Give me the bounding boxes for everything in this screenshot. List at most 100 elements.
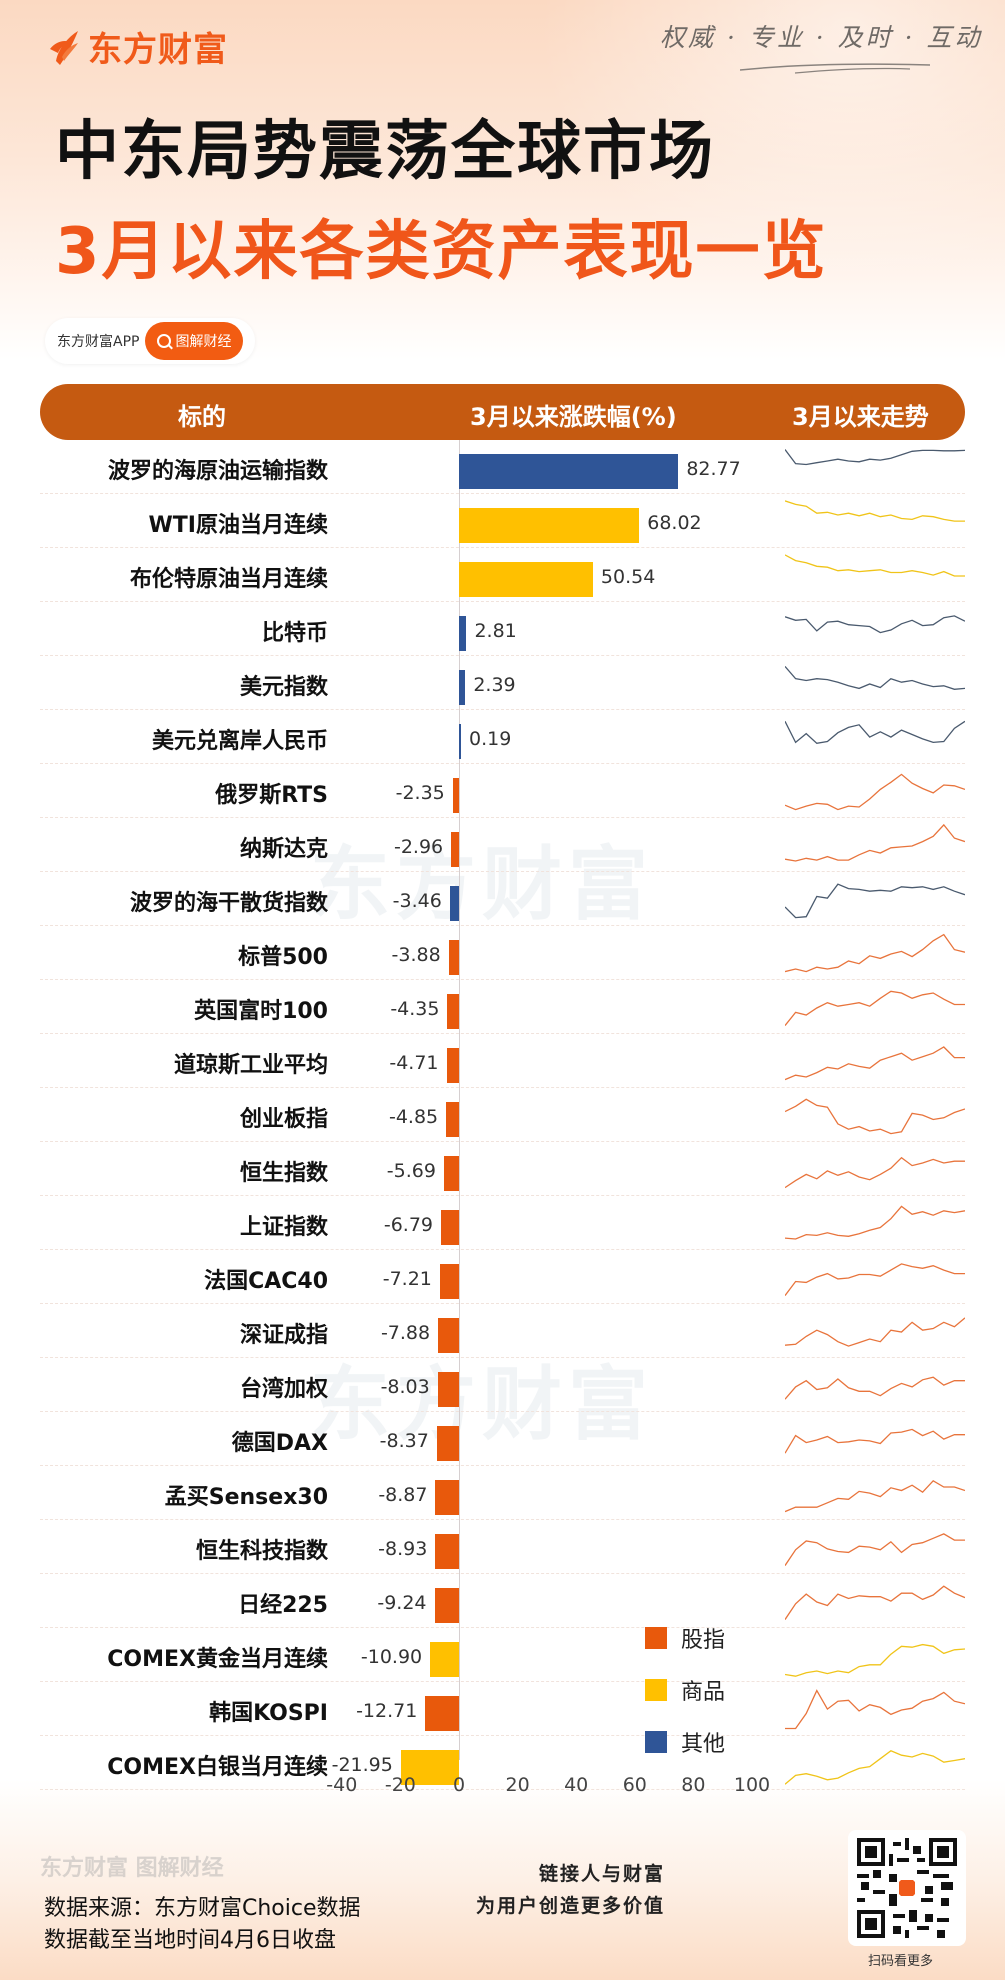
col-header-trend: 3月以来走势 bbox=[792, 403, 929, 431]
value-bar bbox=[449, 886, 459, 921]
source-line-2: 数据截至当地时间4月6日收盘 bbox=[44, 1928, 336, 1953]
col-header-name: 标的 bbox=[178, 403, 226, 431]
asset-name: 上证指数 bbox=[239, 1215, 328, 1240]
app-source-pill[interactable]: 东方财富APP 图解财经 bbox=[45, 318, 255, 364]
brush-stroke-decoration bbox=[740, 63, 930, 74]
trend-sparkline bbox=[785, 1376, 965, 1400]
value-label: -8.03 bbox=[380, 1376, 430, 1398]
value-label: -3.46 bbox=[392, 890, 442, 912]
table-row: COMEX黄金当月连续 -10.90 bbox=[40, 1628, 965, 1682]
qr-code-icon bbox=[857, 1838, 957, 1938]
asset-name: 英国富时100 bbox=[194, 999, 328, 1024]
value-bar bbox=[400, 1750, 459, 1785]
x-axis-tick: 60 bbox=[622, 1774, 647, 1796]
value-label: -4.85 bbox=[388, 1106, 439, 1128]
value-label: -6.79 bbox=[383, 1214, 434, 1236]
value-bar bbox=[443, 1156, 459, 1191]
brand-name: 东方财富 bbox=[88, 30, 228, 70]
table-row: 英国富时100 -4.35 bbox=[40, 980, 965, 1034]
table-row: 美元指数 2.39 bbox=[40, 656, 965, 710]
zero-axis-line bbox=[459, 440, 460, 1760]
trend-sparkline bbox=[785, 615, 965, 634]
legend-item-commodity: 商品 bbox=[645, 1664, 725, 1716]
x-axis-tick: -40 bbox=[326, 1774, 358, 1796]
value-label: 2.81 bbox=[474, 620, 517, 642]
table-row: COMEX白银当月连续 -21.95 bbox=[40, 1736, 965, 1790]
asset-name: 创业板指 bbox=[239, 1107, 328, 1132]
table-row: 创业板指 -4.85 bbox=[40, 1088, 965, 1142]
trend-sparkline bbox=[785, 1533, 965, 1566]
value-label: -9.24 bbox=[377, 1592, 427, 1614]
value-bar bbox=[436, 1426, 459, 1461]
asset-name: 波罗的海原油运输指数 bbox=[107, 459, 328, 484]
x-axis-tick: 100 bbox=[733, 1774, 771, 1796]
qr-caption: 扫码看更多 bbox=[868, 1954, 934, 1969]
trend-sparkline bbox=[785, 1643, 965, 1677]
page-subtitle: 3月以来各类资产表现一览 bbox=[55, 215, 828, 289]
x-axis-tick: 20 bbox=[505, 1774, 530, 1796]
legend-label: 其他 bbox=[681, 1732, 726, 1757]
asset-name: COMEX白银当月连续 bbox=[107, 1755, 328, 1780]
value-bar bbox=[435, 1480, 459, 1515]
col-header-change: 3月以来涨跌幅(%) bbox=[470, 403, 677, 431]
value-bar bbox=[451, 832, 459, 867]
asset-name: 孟买Sensex30 bbox=[164, 1485, 328, 1510]
asset-name: 台湾加权 bbox=[239, 1377, 328, 1402]
table-row: 日经225 -9.24 bbox=[40, 1574, 965, 1628]
legend-item-stock-index: 股指 bbox=[645, 1612, 725, 1664]
asset-name: 纳斯达克 bbox=[239, 837, 328, 862]
x-axis-tick: 80 bbox=[681, 1774, 706, 1796]
trend-sparkline bbox=[785, 1750, 965, 1785]
value-label: 68.02 bbox=[647, 512, 702, 534]
brand-slogan: 权威 · 专业 · 及时 · 互动 bbox=[660, 23, 983, 52]
value-bar bbox=[430, 1642, 459, 1677]
app-name: 东方财富APP bbox=[57, 334, 140, 350]
trend-sparkline bbox=[785, 1689, 965, 1730]
table-row: 深证成指 -7.88 bbox=[40, 1304, 965, 1358]
footer-slogan: 链接人与财富 为用户创造更多价值 bbox=[476, 1858, 665, 1922]
search-tag-button[interactable]: 图解财经 bbox=[145, 322, 244, 360]
x-axis-tick: 0 bbox=[452, 1774, 466, 1796]
chart-legend: 股指 商品 其他 bbox=[645, 1612, 725, 1768]
value-label: 2.39 bbox=[473, 674, 516, 696]
legend-label: 商品 bbox=[681, 1680, 726, 1705]
slogan-line-2: 为用户创造更多价值 bbox=[475, 1895, 665, 1917]
asset-name: 恒生指数 bbox=[239, 1161, 328, 1186]
value-bar bbox=[435, 1534, 459, 1569]
value-bar bbox=[459, 454, 679, 489]
value-bar bbox=[434, 1588, 459, 1623]
value-bar bbox=[447, 994, 459, 1029]
value-label: -4.71 bbox=[389, 1052, 439, 1074]
value-label: 50.54 bbox=[600, 566, 656, 588]
asset-name: 布伦特原油当月连续 bbox=[129, 567, 328, 592]
trend-sparkline bbox=[785, 1263, 965, 1296]
qr-code[interactable] bbox=[848, 1830, 966, 1946]
trend-sparkline bbox=[785, 449, 965, 466]
table-row: WTI原油当月连续 68.02 bbox=[40, 494, 965, 548]
asset-name: 日经225 bbox=[238, 1593, 328, 1618]
trend-sparkline bbox=[785, 1205, 965, 1240]
asset-name: 俄罗斯RTS bbox=[215, 783, 328, 808]
value-bar bbox=[439, 1264, 459, 1299]
legend-swatch-orange bbox=[645, 1627, 667, 1649]
table-row: 台湾加权 -8.03 bbox=[40, 1358, 965, 1412]
trend-sparkline bbox=[785, 823, 965, 862]
value-label: -3.88 bbox=[391, 944, 441, 966]
asset-name: 美元指数 bbox=[239, 675, 328, 700]
table-row: 德国DAX -8.37 bbox=[40, 1412, 965, 1466]
table-row: 法国CAC40 -7.21 bbox=[40, 1250, 965, 1304]
value-label: -8.93 bbox=[378, 1538, 428, 1560]
table-header-bar: 标的 3月以来涨跌幅(%) 3月以来走势 bbox=[40, 384, 965, 440]
table-row: 恒生科技指数 -8.93 bbox=[40, 1520, 965, 1574]
value-bar bbox=[438, 1318, 459, 1353]
footer-brand-watermark: 东方财富 图解财经 bbox=[40, 1856, 224, 1881]
table-row: 波罗的海原油运输指数 82.77 bbox=[40, 440, 965, 494]
value-bar bbox=[452, 778, 459, 813]
source-line-1: 数据来源：东方财富Choice数据 bbox=[44, 1896, 361, 1921]
value-label: -10.90 bbox=[360, 1646, 423, 1668]
page-title: 中东局势震荡全球市场 bbox=[55, 115, 715, 189]
legend-item-other: 其他 bbox=[645, 1716, 725, 1768]
trend-sparkline bbox=[785, 500, 965, 522]
asset-name: 道琼斯工业平均 bbox=[173, 1053, 328, 1078]
legend-swatch-yellow bbox=[645, 1679, 667, 1701]
